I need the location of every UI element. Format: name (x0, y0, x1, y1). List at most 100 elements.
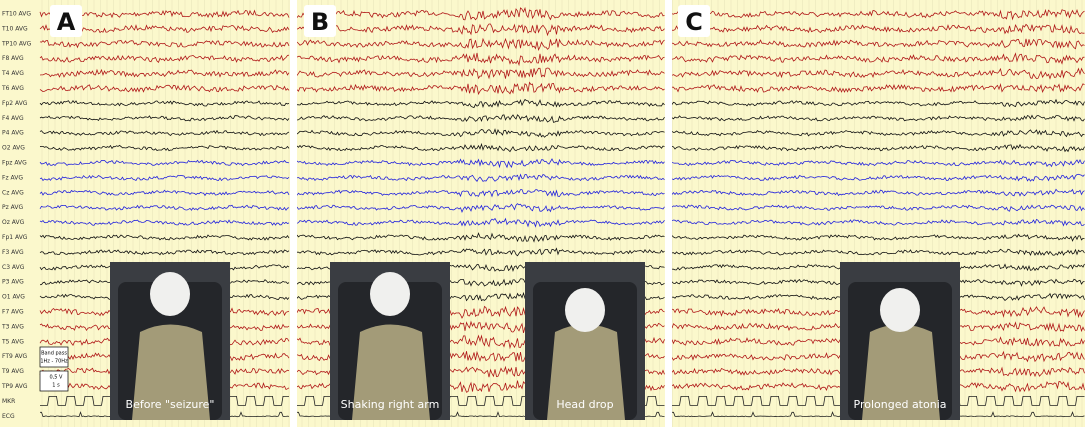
eeg-trace (39, 39, 290, 49)
channel-label: Pz AVG (2, 204, 24, 211)
channel-label: F8 AVG (2, 55, 24, 62)
channel-label: Fpz AVG (2, 160, 27, 167)
eeg-trace (39, 249, 290, 256)
channel-label: Fz AVG (2, 174, 23, 181)
eeg-trace (671, 23, 1085, 35)
channel-label: C3 AVG (2, 264, 25, 271)
eeg-trace (39, 129, 290, 137)
eeg-trace (296, 67, 665, 80)
channel-label: F7 AVG (2, 309, 24, 316)
eeg-trace (671, 98, 1085, 108)
torso (862, 324, 940, 420)
channel-label: T3 AVG (1, 323, 24, 330)
channel-labels: FT10 AVG T10 AVG TP10 AVG F8 AVG T4 AVG T6 AV… (1, 11, 32, 420)
eeg-trace (296, 114, 665, 123)
photos: Before "seizure" Shaking right arm Head dr… (110, 262, 960, 420)
channel-label: T6 AVG (1, 85, 24, 92)
panel-letter: A (57, 8, 76, 36)
eeg-trace (671, 8, 1085, 21)
eeg-trace (671, 67, 1085, 80)
head (150, 272, 190, 316)
eeg-trace (39, 174, 290, 182)
eeg-trace (296, 52, 665, 67)
photo-caption: Head drop (556, 398, 613, 411)
panel-letter-bg (678, 5, 710, 37)
eeg-trace (39, 115, 290, 122)
channel-label: Cz AVG (2, 189, 24, 196)
eeg-trace (39, 159, 290, 167)
photo: Prolonged atonia (840, 262, 960, 420)
eeg-trace (39, 234, 290, 241)
channel-label: Fp1 AVG (2, 234, 28, 241)
panel-letters: A B C (50, 5, 710, 37)
photo: Before "seizure" (110, 262, 230, 420)
eeg-trace (39, 219, 290, 226)
panel-gap (665, 0, 672, 427)
channel-label: Oz AVG (2, 219, 25, 226)
eeg-trace (671, 158, 1085, 168)
channel-label: O2 AVG (2, 145, 25, 152)
eeg-trace (671, 233, 1085, 242)
eeg-trace (296, 98, 665, 109)
torso (352, 324, 430, 420)
channel-label: Fp2 AVG (2, 100, 28, 107)
channel-label: F4 AVG (2, 115, 24, 122)
eeg-trace (296, 203, 665, 213)
eeg-trace (296, 217, 665, 228)
channel-label: P4 AVG (2, 130, 24, 137)
eeg-trace (671, 52, 1085, 65)
eeg-trace (296, 128, 665, 138)
channel-label: P3 AVG (2, 279, 24, 286)
eeg-trace (296, 247, 665, 257)
panel-letter-bg (304, 5, 336, 37)
photo-caption: Before "seizure" (126, 398, 215, 411)
head (370, 272, 410, 316)
eeg-trace (39, 54, 290, 63)
torso (132, 324, 210, 420)
eeg-trace (671, 38, 1085, 50)
channel-label: T5 AVG (1, 338, 24, 345)
eeg-trace (296, 37, 665, 52)
legend-text: 0,5 V (50, 375, 64, 381)
panel-gap (290, 0, 297, 427)
eeg-trace (296, 142, 665, 153)
panel-letter-bg (50, 5, 82, 37)
legend-box (39, 346, 69, 368)
channel-label: ECG (2, 413, 15, 420)
eeg-trace (296, 158, 665, 169)
eeg-trace (671, 248, 1085, 256)
eeg-trace (296, 189, 665, 198)
panel-letter: C (685, 8, 703, 36)
channel-label: TP10 AVG (1, 40, 32, 47)
legend-box (39, 370, 69, 392)
eeg-trace (671, 204, 1085, 212)
torso (547, 324, 625, 420)
photo-caption: Prolonged atonia (854, 398, 947, 411)
eeg-trace (39, 189, 290, 197)
channel-label: FT10 AVG (2, 11, 31, 18)
eeg-trace (671, 188, 1085, 197)
legend-text: Band pass (41, 351, 67, 357)
photo: Head drop (525, 262, 645, 420)
channel-label: MKR (2, 398, 15, 405)
head (880, 288, 920, 332)
eeg-trace (672, 82, 1085, 94)
legend-text: 1Hz - 70Hz (40, 359, 68, 365)
legend: Band pass 1Hz - 70Hz 0,5 V 1 s (39, 346, 69, 392)
channel-label: T4 AVG (1, 70, 24, 77)
eeg-trace (671, 143, 1085, 153)
eeg-trace (296, 6, 665, 21)
photo: Shaking right arm (330, 262, 450, 420)
eeg-trace (671, 173, 1085, 182)
channel-label: F3 AVG (2, 249, 24, 256)
channel-label: FT9 AVG (2, 353, 28, 360)
channel-label: O1 AVG (2, 294, 25, 301)
photo-caption: Shaking right arm (341, 398, 440, 411)
eeg-trace (296, 173, 665, 182)
channel-label: T9 AVG (1, 368, 24, 375)
channel-label: TP9 AVG (1, 383, 28, 390)
legend-text: 1 s (52, 383, 60, 389)
eeg-trace (39, 204, 290, 211)
channel-label: T10 AVG (1, 25, 28, 32)
